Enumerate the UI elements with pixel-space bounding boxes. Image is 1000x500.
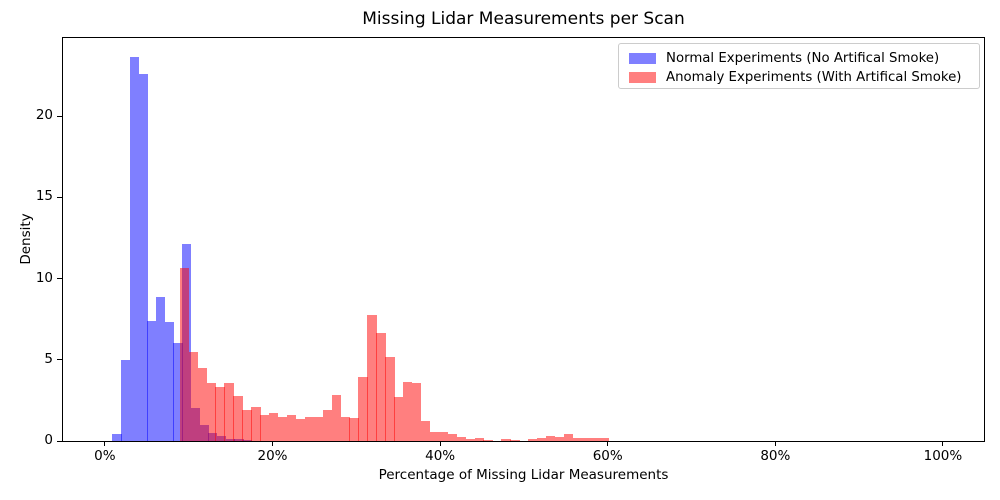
x-axis-label: Percentage of Missing Lidar Measurements	[378, 467, 669, 483]
x-tick-mark	[607, 441, 609, 446]
y-tick-label: 15	[35, 188, 53, 205]
histogram-bar-anomaly	[197, 368, 207, 441]
x-tick-label: 0%	[94, 448, 116, 464]
legend-item-normal: Normal Experiments (No Artifical Smoke)	[619, 49, 979, 68]
histogram-bar-normal	[147, 320, 157, 441]
histogram-bar-anomaly	[501, 439, 511, 441]
x-tick-mark	[272, 441, 273, 446]
histogram-bar-anomaly	[510, 440, 520, 441]
y-tick-mark	[57, 115, 63, 117]
histogram-bar-anomaly	[367, 315, 377, 441]
plot-area: 0% 20% 40% 60% 80% 100% 0 5 10 15 20	[36, 37, 985, 464]
histogram-bar-anomaly	[572, 438, 583, 441]
histogram-bar-anomaly	[304, 417, 315, 441]
y-tick-label: 10	[35, 269, 53, 286]
y-tick-mark	[57, 440, 63, 442]
histogram-bar-anomaly	[563, 433, 574, 441]
histogram-bar-anomaly	[331, 394, 341, 441]
histogram-bar-anomaly	[233, 396, 243, 441]
legend: Normal Experiments (No Artifical Smoke) …	[618, 43, 980, 89]
histogram-bar-normal	[156, 297, 166, 441]
histogram-bar-anomaly	[537, 438, 547, 441]
histogram-bar-anomaly	[447, 434, 458, 441]
x-tick-label: 80%	[760, 448, 791, 464]
histogram-bar-anomaly	[385, 356, 395, 441]
histogram-bar-anomaly	[546, 435, 556, 441]
histogram-bar-normal	[173, 342, 183, 441]
y-tick-mark	[57, 278, 63, 279]
histogram-bar-anomaly	[528, 439, 538, 441]
histogram-bar-anomaly	[358, 376, 368, 441]
x-tick-mark	[942, 441, 944, 446]
histogram-bar-anomaly	[179, 267, 190, 441]
histogram-bar-normal	[129, 56, 139, 441]
histogram-bar-anomaly	[269, 413, 279, 441]
y-axis-label: Density	[18, 213, 34, 265]
x-tick-mark	[439, 441, 441, 446]
histogram-bar-anomaly	[412, 383, 422, 441]
histogram-bar-anomaly	[456, 436, 466, 441]
histogram-bar-anomaly	[403, 381, 413, 441]
histogram-bar-anomaly	[242, 409, 252, 441]
histogram-bar-anomaly	[581, 438, 592, 441]
chart-title: Missing Lidar Measurements per Scan	[362, 9, 685, 29]
y-tick-label: 20	[35, 107, 53, 123]
histogram-bar-anomaly	[286, 415, 297, 441]
histogram-bar-anomaly	[465, 439, 475, 441]
legend-swatch-normal-icon	[629, 53, 656, 64]
x-tick-mark	[104, 441, 106, 446]
histogram-bar-anomaly	[322, 409, 332, 441]
x-tick-mark	[774, 441, 776, 446]
histogram-bar-anomaly	[554, 437, 565, 441]
histogram-bar-normal	[121, 359, 131, 441]
histogram-bar-anomaly	[188, 351, 198, 441]
histogram-bar-anomaly	[590, 438, 600, 441]
histogram-bar-anomaly	[313, 416, 324, 441]
x-tick-label: 60%	[592, 448, 623, 464]
histogram-bar-anomaly	[340, 416, 350, 441]
histogram-bar-anomaly	[215, 387, 225, 441]
legend-label-normal: Normal Experiments (No Artifical Smoke)	[666, 51, 940, 66]
histogram-bar-anomaly	[260, 415, 270, 441]
y-tick-mark	[57, 359, 63, 361]
histogram-bar-anomaly	[483, 440, 493, 441]
x-tick-label: 20%	[257, 448, 288, 464]
histogram-bar-anomaly	[278, 416, 288, 441]
histogram-bar-anomaly	[224, 383, 234, 441]
histogram-bar-anomaly	[394, 396, 404, 441]
histogram-bar-anomaly	[295, 419, 306, 441]
y-tick-label: 5	[44, 350, 53, 367]
histogram-bar-anomaly	[349, 418, 359, 441]
x-tick-label: 40%	[425, 448, 456, 464]
histogram-bar-anomaly	[438, 432, 449, 441]
histogram-bar-anomaly	[251, 406, 261, 441]
legend-swatch-anomaly-icon	[629, 72, 656, 83]
histogram-bar-anomaly	[420, 420, 431, 441]
histogram-bar-anomaly	[376, 333, 386, 441]
histogram-bar-normal	[112, 433, 122, 441]
legend-item-anomaly: Anomaly Experiments (With Artifical Smok…	[619, 68, 979, 87]
histogram-bar-anomaly	[474, 438, 484, 441]
histogram-bar-normal	[164, 322, 174, 441]
histogram-bar-anomaly	[599, 438, 609, 441]
legend-label-anomaly: Anomaly Experiments (With Artifical Smok…	[666, 70, 962, 85]
histogram-bar-normal	[138, 73, 148, 441]
histogram-bar-anomaly	[206, 383, 216, 441]
y-tick-label: 0	[44, 432, 53, 448]
histogram-bar-anomaly	[429, 431, 440, 441]
x-tick-label: 100%	[923, 448, 963, 464]
y-tick-mark	[57, 196, 63, 198]
